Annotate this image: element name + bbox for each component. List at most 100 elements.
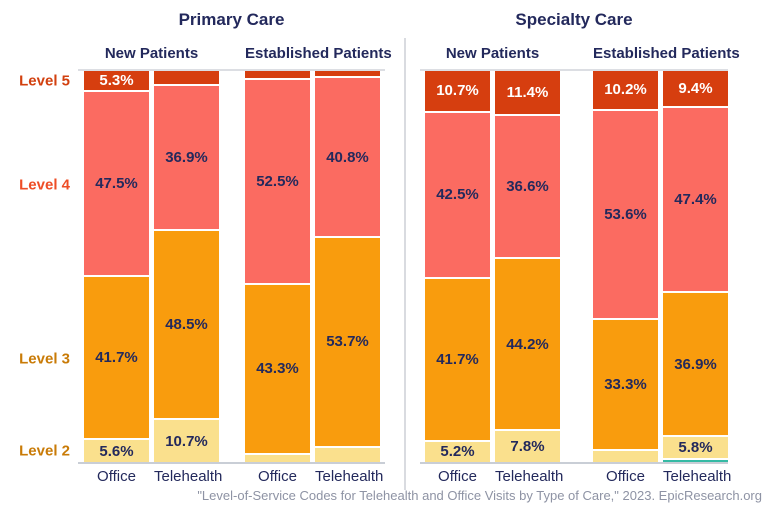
- segment-level2: [315, 447, 380, 462]
- segment-level4: 42.5%: [425, 112, 490, 279]
- group-established-patients: Established Patients 52.5% 43.3% 40.8% 53.…: [245, 45, 392, 497]
- panel-title: Primary Care: [178, 10, 285, 29]
- y-axis-label-level4: Level 4: [19, 176, 70, 194]
- y-axis-label-level5: Level 5: [19, 72, 70, 90]
- x-axis-labels: Office Telehealth: [425, 468, 564, 485]
- bar-office: 10.2% 53.6% 33.3%: [593, 71, 658, 462]
- segment-value-label: 36.6%: [506, 177, 549, 195]
- x-axis-label: Telehealth: [495, 468, 564, 485]
- bar-telehealth: 36.9% 48.5% 10.7%: [154, 71, 219, 462]
- bar-group: 52.5% 43.3% 40.8% 53.7%: [245, 71, 380, 462]
- plot-top-gridline: [420, 69, 728, 71]
- x-axis-label: Telehealth: [154, 468, 223, 485]
- segment-value-label: 47.5%: [95, 174, 138, 192]
- segment-value-label: 40.8%: [326, 148, 369, 166]
- segment-level3: 41.7%: [84, 277, 149, 441]
- segment-value-label: 33.3%: [604, 376, 647, 394]
- segment-level4: 53.6%: [593, 110, 658, 321]
- x-axis-label: Telehealth: [315, 468, 384, 485]
- segment-level5: 9.4%: [663, 71, 728, 108]
- x-axis-label: Telehealth: [663, 468, 732, 485]
- segment-level5: [315, 71, 380, 79]
- x-axis-label: Office: [258, 468, 297, 485]
- plot-top-gridline: [78, 69, 385, 71]
- group-header: New Patients: [445, 45, 540, 62]
- segment-level1: [663, 460, 728, 462]
- segment-value-label: 47.4%: [674, 190, 717, 208]
- bar-group: 10.7% 42.5% 41.7% 5.2% 11.4% 36.6% 44.2% 7.8%: [425, 71, 560, 463]
- segment-level4: 47.4%: [663, 107, 728, 294]
- segment-level2: [245, 454, 310, 462]
- group-established-patients: Established Patients 10.2% 53.6% 33.3% 9.4…: [593, 45, 740, 497]
- segment-value-label: 9.4%: [678, 79, 713, 97]
- segment-level3: 43.3%: [245, 285, 310, 455]
- segment-value-label: 10.7%: [165, 432, 208, 450]
- group-new-patients: New Patients 5.3% 47.5% 41.7% 5.6% 36.9% 48.…: [84, 45, 223, 497]
- segment-value-label: 5.8%: [678, 439, 713, 457]
- y-axis-label-level3: Level 3: [19, 350, 70, 368]
- segment-level3: 53.7%: [315, 237, 380, 448]
- panel-primary-care: Primary Care New Patients 5.3% 47.5% 41.7%…: [78, 8, 392, 504]
- segment-level5: 11.4%: [495, 71, 560, 116]
- segment-value-label: 11.4%: [506, 83, 549, 101]
- segment-value-label: 43.3%: [256, 360, 299, 378]
- segment-level5: 5.3%: [84, 71, 149, 92]
- x-axis-labels: Office Telehealth: [245, 468, 384, 485]
- y-axis: Level 5 Level 4 Level 3 Level 2: [0, 71, 74, 462]
- segment-value-label: 41.7%: [436, 350, 479, 368]
- bar-office: 10.7% 42.5% 41.7% 5.2%: [425, 71, 490, 463]
- segment-value-label: 41.7%: [95, 349, 138, 367]
- segment-level4: 36.9%: [154, 86, 219, 231]
- segment-value-label: 5.6%: [99, 442, 134, 460]
- panel-specialty-care: Specialty Care New Patients 10.7% 42.5% 41…: [420, 8, 740, 504]
- y-axis-label-level2: Level 2: [19, 442, 70, 460]
- segment-level2: 5.8%: [663, 437, 728, 461]
- segment-level4: 47.5%: [84, 91, 149, 278]
- group-header: Established Patients: [593, 45, 740, 62]
- segment-value-label: 7.8%: [510, 438, 545, 456]
- segment-value-label: 36.9%: [165, 148, 208, 166]
- x-axis-labels: Office Telehealth: [593, 468, 732, 485]
- segment-value-label: 36.9%: [674, 355, 717, 373]
- segment-level2: 5.6%: [84, 440, 149, 463]
- segment-value-label: 48.5%: [165, 315, 208, 333]
- x-axis-line: [420, 462, 728, 464]
- x-axis-labels: Office Telehealth: [84, 468, 223, 485]
- segment-value-label: 42.5%: [436, 186, 479, 204]
- segment-level3: 48.5%: [154, 230, 219, 421]
- panel-divider: [404, 38, 406, 490]
- bar-telehealth: 40.8% 53.7%: [315, 71, 380, 462]
- segment-level3: 44.2%: [495, 258, 560, 432]
- segment-level2: 7.8%: [495, 431, 560, 462]
- bar-office: 52.5% 43.3%: [245, 71, 310, 462]
- bar-group: 5.3% 47.5% 41.7% 5.6% 36.9% 48.5% 10.7%: [84, 71, 219, 463]
- source-citation: "Level-of-Service Codes for Telehealth a…: [197, 488, 762, 503]
- segment-level2: 5.2%: [425, 441, 490, 463]
- group-header: Established Patients: [245, 45, 392, 62]
- segment-value-label: 53.7%: [326, 333, 369, 351]
- x-axis-line: [78, 462, 385, 464]
- segment-value-label: 44.2%: [506, 335, 549, 353]
- segment-value-label: 10.7%: [436, 82, 479, 100]
- x-axis-label: Office: [438, 468, 477, 485]
- x-axis-label: Office: [97, 468, 136, 485]
- segment-level5: [154, 71, 219, 87]
- segment-level5: 10.7%: [425, 71, 490, 113]
- segment-value-label: 5.3%: [99, 71, 134, 89]
- segment-value-label: 52.5%: [256, 173, 299, 191]
- segment-level3: 41.7%: [425, 278, 490, 442]
- bar-telehealth: 9.4% 47.4% 36.9% 5.8%: [663, 71, 728, 462]
- bar-office: 5.3% 47.5% 41.7% 5.6%: [84, 71, 149, 463]
- segment-level5: 10.2%: [593, 71, 658, 111]
- segment-level2: 10.7%: [154, 420, 219, 462]
- x-axis-label: Office: [606, 468, 645, 485]
- segment-value-label: 10.2%: [604, 81, 647, 99]
- segment-level3: 33.3%: [593, 320, 658, 451]
- bar-group: 10.2% 53.6% 33.3% 9.4% 47.4% 36.9% 5.8%: [593, 71, 728, 462]
- group-header: New Patients: [104, 45, 199, 62]
- panel-title: Specialty Care: [515, 10, 633, 29]
- segment-level4: 40.8%: [315, 78, 380, 238]
- segment-level2: [593, 450, 658, 462]
- segment-value-label: 53.6%: [604, 206, 647, 224]
